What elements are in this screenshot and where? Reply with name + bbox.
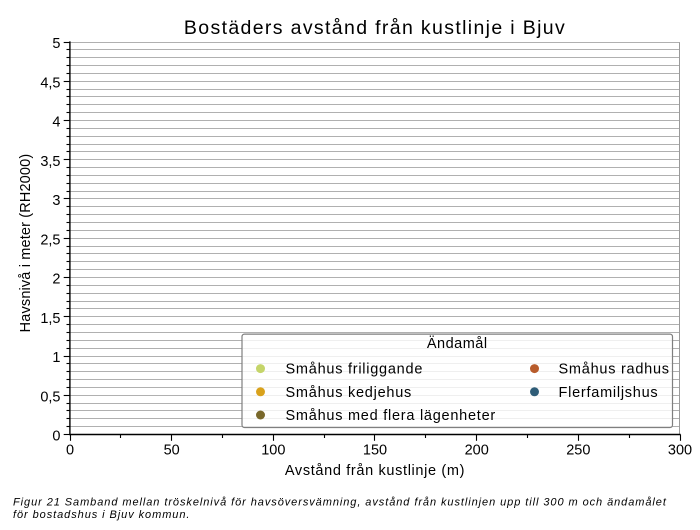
- svg-text:2,5: 2,5: [40, 232, 60, 248]
- svg-text:4,5: 4,5: [40, 75, 60, 91]
- svg-text:2: 2: [52, 272, 60, 288]
- svg-text:0: 0: [52, 429, 60, 445]
- svg-text:Ändamål: Ändamål: [427, 335, 488, 352]
- svg-text:Småhus radhus: Småhus radhus: [559, 362, 670, 378]
- svg-text:Småhus kedjehus: Småhus kedjehus: [286, 385, 413, 401]
- svg-text:för bostadshus i Bjuv kommun.: för bostadshus i Bjuv kommun.: [13, 509, 190, 521]
- svg-text:4: 4: [52, 115, 60, 131]
- svg-text:150: 150: [363, 443, 387, 459]
- svg-text:0: 0: [66, 443, 74, 459]
- svg-text:1: 1: [52, 350, 60, 366]
- svg-text:1,5: 1,5: [40, 311, 60, 327]
- svg-text:0,5: 0,5: [40, 389, 60, 405]
- svg-text:Småhus med flera lägenheter: Småhus med flera lägenheter: [286, 408, 496, 424]
- svg-text:5: 5: [52, 36, 60, 52]
- svg-text:3: 3: [52, 193, 60, 209]
- svg-text:Figur 21 Samband mellan tröske: Figur 21 Samband mellan tröskelnivå för …: [13, 497, 667, 509]
- svg-text:Bostäders avstånd från kustlin: Bostäders avstånd från kustlinje i Bjuv: [184, 17, 566, 39]
- svg-text:Havsnivå i meter (RH2000): Havsnivå i meter (RH2000): [18, 154, 34, 333]
- svg-text:250: 250: [566, 443, 590, 459]
- svg-text:50: 50: [164, 443, 180, 459]
- svg-text:Flerfamiljshus: Flerfamiljshus: [559, 385, 659, 401]
- svg-text:Avstånd från kustlinje (m): Avstånd från kustlinje (m): [285, 463, 465, 479]
- svg-text:200: 200: [465, 443, 489, 459]
- svg-text:100: 100: [261, 443, 285, 459]
- svg-text:3,5: 3,5: [40, 154, 60, 170]
- svg-text:Småhus friliggande: Småhus friliggande: [286, 362, 424, 378]
- svg-text:300: 300: [668, 443, 692, 459]
